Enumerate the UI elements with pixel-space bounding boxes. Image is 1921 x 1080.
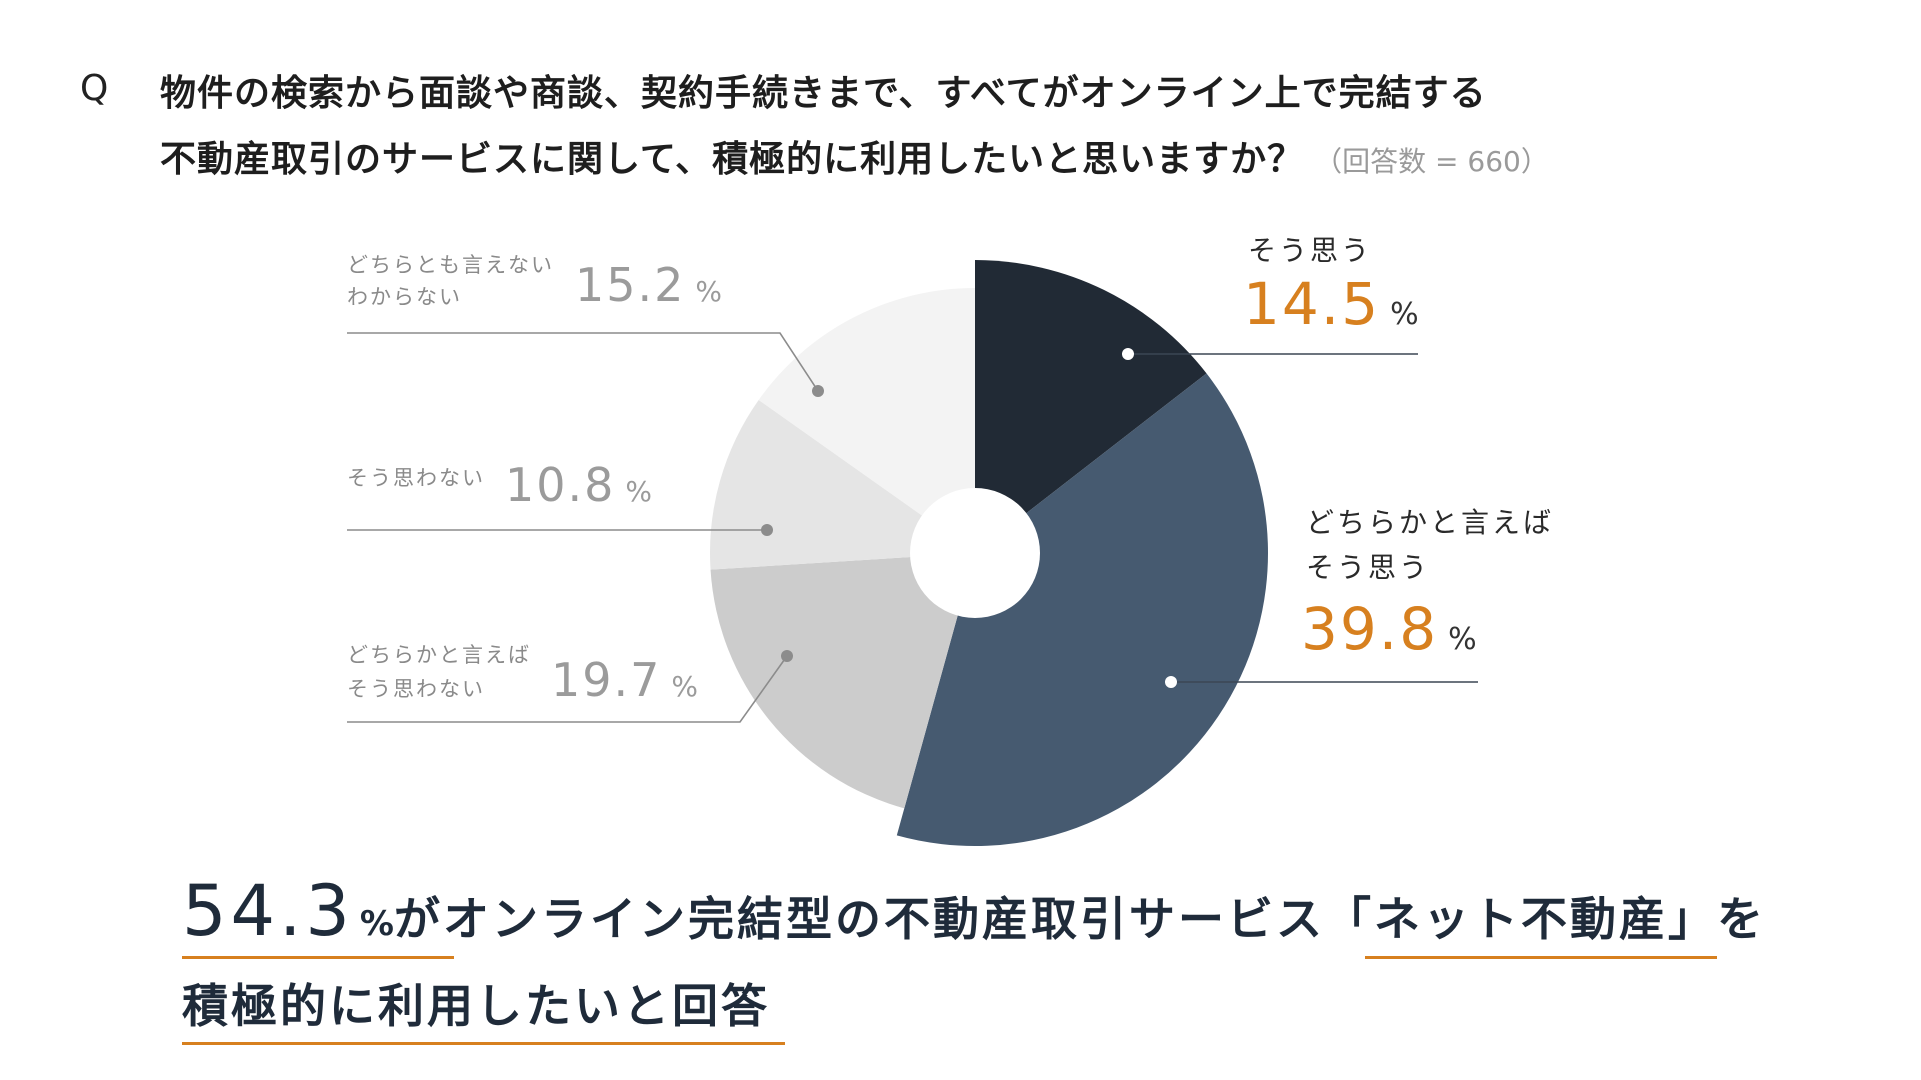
value-s4: 10.8% (505, 458, 654, 512)
value-s2-number: 39.8 (1301, 595, 1439, 663)
label-s1-line1: そう思う (1248, 234, 1373, 267)
pie-slice-4 (710, 399, 975, 570)
value-s1-pct: % (1390, 297, 1421, 332)
value-s1-number: 14.5 (1243, 270, 1381, 338)
label-s3-line1: どちらかと言えば (347, 643, 531, 667)
pie-slice-5 (758, 288, 975, 553)
label-s5-line1: どちらとも言えない (347, 253, 554, 277)
leader-line-5 (347, 332, 819, 392)
conclusion-row-2: 積極的に利用したいと回答 (182, 979, 770, 1033)
value-s4-pct: % (625, 475, 655, 508)
response-count-note: （回答数 = 660） (1314, 145, 1549, 178)
question-line-1: 物件の検索から面談や商談、契約手続きまで、すべてがオンライン上で完結する (160, 73, 1487, 114)
pie-slice-3 (710, 553, 975, 809)
label-s2-line2: そう思う (1306, 551, 1431, 584)
pie-slice-2 (896, 373, 1268, 846)
question-line-2-text: 不動産取引のサービスに関して、積極的に利用したいと思いますか？ (160, 139, 1305, 180)
value-s5: 15.2% (575, 258, 724, 312)
pie-slice-1 (975, 260, 1207, 553)
conclusion-row-1: 54.3 %がオンライン完結型の不動産取引サービス「ネット不動産」を (182, 870, 1766, 952)
leader-lines (347, 332, 1478, 723)
question-line-2: 不動産取引のサービスに関して、積極的に利用したいと思いますか？ （回答数 = 66… (160, 130, 1549, 182)
donut-hole (910, 488, 1040, 618)
leader-dot-1 (1122, 348, 1134, 360)
value-s3-pct: % (671, 670, 701, 703)
leader-dot-5 (812, 385, 824, 397)
label-s4-line1: そう思わない (347, 466, 485, 490)
underline-big-number (182, 956, 454, 959)
conclusion-pct: % (359, 904, 394, 944)
pie-slices (710, 260, 1268, 846)
question-mark: Q (80, 68, 109, 109)
value-s1: 14.5% (1243, 270, 1421, 338)
label-s2-line1: どちらかと言えば (1306, 506, 1555, 539)
value-s2-pct: % (1448, 622, 1479, 657)
leader-dot-2 (1165, 676, 1177, 688)
underline-net-fudosan (1365, 956, 1717, 959)
value-s5-pct: % (695, 275, 725, 308)
leader-dot-4 (761, 524, 773, 536)
value-s5-number: 15.2 (575, 258, 686, 312)
conclusion-big-number: 54.3 (182, 870, 354, 952)
label-s3-line2: そう思わない (347, 677, 485, 701)
value-s3-number: 19.7 (551, 653, 662, 707)
leader-line-3 (347, 655, 788, 723)
value-s2: 39.8% (1301, 595, 1479, 663)
conclusion-row-1-text: がオンライン完結型の不動産取引サービス「ネット不動産」を (393, 892, 1766, 946)
underline-row-2 (182, 1042, 785, 1045)
leader-dot-3 (781, 650, 793, 662)
label-s5-line2: わからない (347, 285, 462, 309)
value-s4-number: 10.8 (505, 458, 616, 512)
value-s3: 19.7% (551, 653, 700, 707)
